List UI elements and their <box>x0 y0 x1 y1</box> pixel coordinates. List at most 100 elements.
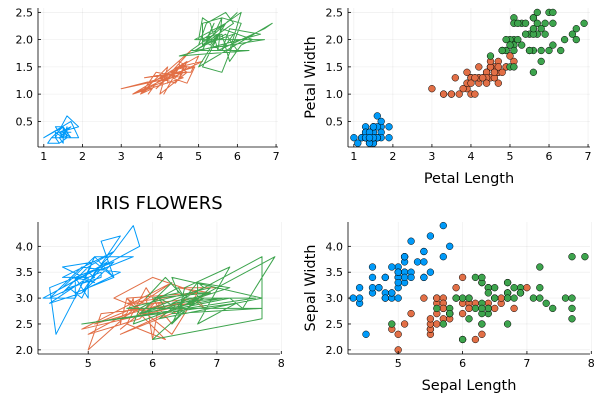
point-virginica <box>537 57 545 66</box>
point-versicolor <box>455 90 463 98</box>
point-versicolor <box>459 85 467 93</box>
y-tick-label: 3.5 <box>326 266 344 279</box>
point-setosa <box>375 284 383 292</box>
point-virginica <box>549 8 557 17</box>
x-tick-label: 5 <box>195 150 202 163</box>
x-tick-label: 7 <box>213 357 220 370</box>
point-versicolor <box>407 309 415 318</box>
point-setosa <box>373 112 381 120</box>
point-setosa <box>377 117 385 126</box>
x-tick-label: 7 <box>585 150 592 163</box>
point-virginica <box>542 299 550 307</box>
point-virginica <box>465 315 473 323</box>
point-virginica <box>478 304 486 313</box>
x-tick-label: 6 <box>234 150 241 163</box>
y-tick-label: 2.5 <box>326 318 344 331</box>
point-virginica <box>568 304 576 313</box>
point-virginica <box>506 41 514 49</box>
y-axis-title: Petal Width <box>303 36 319 118</box>
point-setosa <box>400 253 409 261</box>
series-line-setosa <box>42 225 141 335</box>
x-tick-label: 1 <box>40 150 47 163</box>
point-virginica <box>568 30 577 38</box>
panel-petal-line: 1 2 3 4 5 6 7 0.5 1.0 1.5 2.0 2.5 <box>16 6 280 163</box>
point-virginica <box>568 253 576 261</box>
point-setosa <box>439 221 447 230</box>
point-virginica <box>510 63 518 71</box>
point-versicolor <box>458 309 467 318</box>
point-virginica <box>510 46 518 55</box>
y-axis-title: Sepal Width <box>303 245 319 332</box>
y-tick-label: 2.0 <box>16 344 34 357</box>
y-tick-label: 1.0 <box>16 88 34 101</box>
x-tick-label: 1 <box>350 150 357 163</box>
point-versicolor <box>475 63 483 71</box>
point-versicolor <box>498 68 506 76</box>
y-tick-label: 3.5 <box>16 266 34 279</box>
point-virginica <box>581 253 589 261</box>
y-tick-label: 4.0 <box>16 240 34 253</box>
point-virginica <box>545 46 553 55</box>
point-setosa <box>362 330 370 338</box>
point-setosa <box>426 232 435 240</box>
series-line-versicolor <box>120 50 203 95</box>
y-tick-label: 2.0 <box>16 34 34 47</box>
series-line-virginica <box>178 11 273 73</box>
point-versicolor <box>394 330 402 338</box>
point-virginica <box>486 52 495 60</box>
point-virginica <box>541 19 549 27</box>
y-tick-label: 2.5 <box>16 318 34 331</box>
point-virginica <box>537 46 545 55</box>
y-tick-label: 1.5 <box>326 61 344 74</box>
point-versicolor <box>433 320 441 328</box>
point-virginica <box>503 320 512 328</box>
x-tick-label: 8 <box>588 357 595 370</box>
point-virginica <box>452 294 460 302</box>
x-tick-label: 5 <box>506 150 513 163</box>
point-versicolor <box>523 284 531 292</box>
y-tick-label: 2.0 <box>326 34 344 47</box>
point-virginica <box>458 294 467 302</box>
point-versicolor <box>400 320 409 328</box>
x-tick-label: 4 <box>467 150 474 163</box>
y-tick-label: 2.0 <box>326 344 344 357</box>
point-setosa <box>394 278 402 287</box>
point-virginica <box>446 309 454 318</box>
point-versicolor <box>428 85 436 93</box>
x-axis-title: Petal Length <box>424 171 514 187</box>
point-virginica <box>521 19 530 27</box>
point-virginica <box>510 284 518 292</box>
point-virginica <box>478 273 486 282</box>
point-versicolor <box>439 90 448 98</box>
point-setosa <box>394 294 402 302</box>
point-virginica <box>549 41 557 49</box>
y-tick-label: 4.0 <box>326 240 344 253</box>
y-tick-label: 2.5 <box>16 6 34 19</box>
point-virginica <box>503 294 512 302</box>
point-virginica <box>491 284 499 292</box>
point-virginica <box>465 294 473 302</box>
point-virginica <box>484 304 492 313</box>
point-setosa <box>420 258 428 266</box>
point-versicolor <box>482 79 491 87</box>
point-virginica <box>529 14 538 22</box>
y-tick-label: 1.0 <box>326 88 344 101</box>
point-versicolor <box>490 68 499 76</box>
point-setosa <box>426 268 435 276</box>
y-tick-label: 3.0 <box>326 292 344 305</box>
y-tick-label: 0.5 <box>16 115 34 128</box>
point-virginica <box>529 25 538 33</box>
point-versicolor <box>471 335 480 344</box>
point-setosa <box>355 284 364 292</box>
point-virginica <box>549 19 557 27</box>
x-tick-label: 3 <box>428 150 435 163</box>
point-versicolor <box>465 304 473 313</box>
point-versicolor <box>452 284 460 292</box>
point-virginica <box>568 294 576 302</box>
x-tick-label: 6 <box>149 357 156 370</box>
point-versicolor <box>451 74 459 82</box>
point-setosa <box>446 242 454 250</box>
grid <box>348 222 592 354</box>
point-virginica <box>536 284 544 292</box>
point-setosa <box>407 273 415 282</box>
